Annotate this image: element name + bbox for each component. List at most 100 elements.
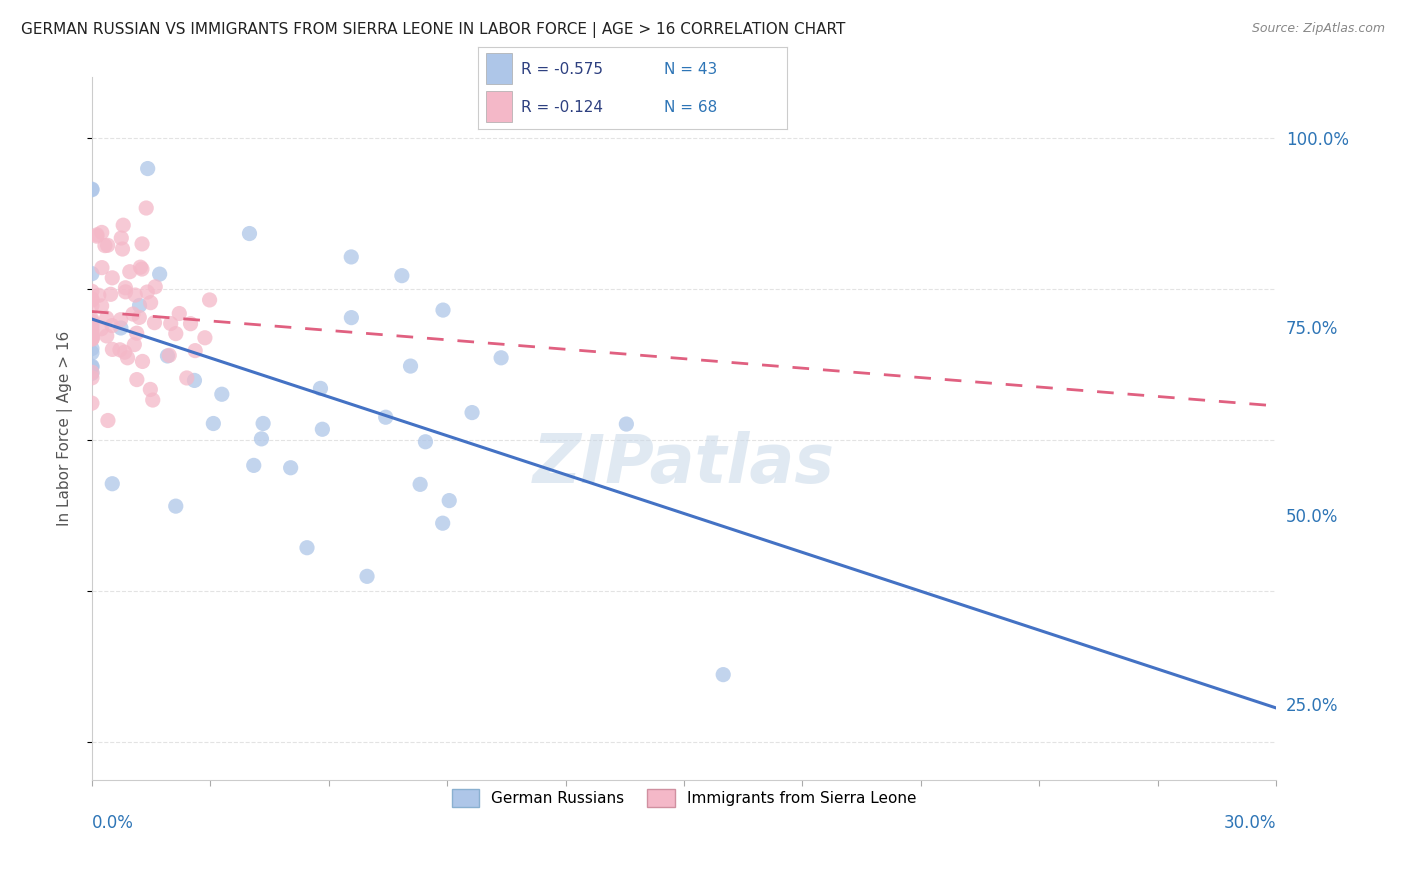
Point (86, 229, 108, 244)
Point (80, 346, 103, 360)
Point (340, 310, 363, 325)
Point (80, 267, 103, 281)
Point (135, 201, 157, 215)
Point (159, 317, 181, 331)
Point (108, 343, 131, 357)
Point (374, 410, 396, 425)
Point (80, 312, 103, 326)
Point (356, 569, 378, 583)
Point (711, 667, 734, 681)
Text: N = 68: N = 68 (664, 100, 717, 115)
Point (461, 406, 484, 420)
Point (211, 387, 233, 401)
Point (139, 295, 162, 310)
Point (280, 460, 302, 475)
Point (183, 373, 205, 387)
Point (80, 331, 103, 345)
Text: R = -0.124: R = -0.124 (522, 100, 603, 115)
Point (198, 293, 221, 307)
Point (614, 417, 637, 431)
Point (80, 332, 103, 346)
Y-axis label: In Labor Force | Age > 16: In Labor Force | Age > 16 (58, 331, 73, 526)
Point (80, 371, 103, 385)
Point (124, 337, 146, 351)
Point (80, 330, 103, 344)
Point (252, 417, 274, 431)
Point (202, 417, 225, 431)
Point (101, 476, 124, 491)
Point (156, 349, 179, 363)
Point (295, 541, 318, 555)
Point (128, 298, 150, 312)
Point (86, 227, 108, 242)
Text: N = 43: N = 43 (664, 62, 717, 77)
Point (80, 367, 103, 381)
Point (415, 434, 437, 449)
Point (101, 318, 124, 333)
Point (97, 413, 120, 427)
Point (169, 306, 191, 320)
Point (112, 218, 135, 232)
Point (124, 288, 146, 302)
Text: R = -0.575: R = -0.575 (522, 62, 603, 77)
Point (90, 322, 112, 336)
Text: 0.0%: 0.0% (91, 814, 134, 832)
Point (94, 238, 117, 252)
Point (149, 267, 172, 281)
Point (165, 499, 187, 513)
Point (100, 287, 122, 301)
Text: GERMAN RUSSIAN VS IMMIGRANTS FROM SIERRA LEONE IN LABOR FORCE | AGE > 16 CORRELA: GERMAN RUSSIAN VS IMMIGRANTS FROM SIERRA… (21, 22, 845, 38)
Point (110, 312, 132, 326)
Point (97, 238, 120, 252)
Point (125, 373, 148, 387)
Point (128, 310, 150, 325)
Point (80, 292, 103, 306)
Point (90, 226, 112, 240)
Point (80, 342, 103, 356)
Point (238, 227, 260, 241)
Point (432, 516, 454, 531)
Point (136, 161, 159, 176)
Point (82, 331, 104, 345)
Point (114, 281, 136, 295)
Point (143, 316, 166, 330)
Point (309, 381, 332, 395)
Point (80, 183, 103, 197)
Point (80, 396, 103, 410)
Point (117, 351, 139, 365)
Point (80, 182, 103, 196)
Point (131, 262, 153, 277)
Point (122, 307, 145, 321)
Point (118, 265, 141, 279)
Point (439, 493, 461, 508)
Point (80, 359, 103, 373)
Point (96, 311, 118, 326)
Point (142, 392, 165, 407)
Point (91, 260, 114, 275)
Point (96, 329, 118, 343)
Point (101, 270, 124, 285)
FancyBboxPatch shape (486, 91, 512, 122)
Point (114, 285, 136, 299)
Point (80, 326, 103, 341)
Legend: German Russians, Immigrants from Sierra Leone: German Russians, Immigrants from Sierra … (444, 781, 924, 814)
Point (311, 422, 333, 436)
FancyBboxPatch shape (486, 53, 512, 84)
Point (110, 321, 132, 335)
Point (143, 280, 166, 294)
Point (80, 318, 103, 333)
Point (80, 324, 103, 338)
Point (80, 314, 103, 328)
Point (90, 299, 112, 313)
Point (432, 303, 454, 318)
Point (111, 242, 134, 256)
Point (242, 458, 264, 473)
Point (157, 348, 180, 362)
Point (80, 285, 103, 299)
Point (409, 477, 432, 491)
Point (399, 359, 422, 373)
Point (340, 250, 363, 264)
Point (80, 365, 103, 379)
Point (114, 345, 136, 359)
Point (176, 371, 198, 385)
